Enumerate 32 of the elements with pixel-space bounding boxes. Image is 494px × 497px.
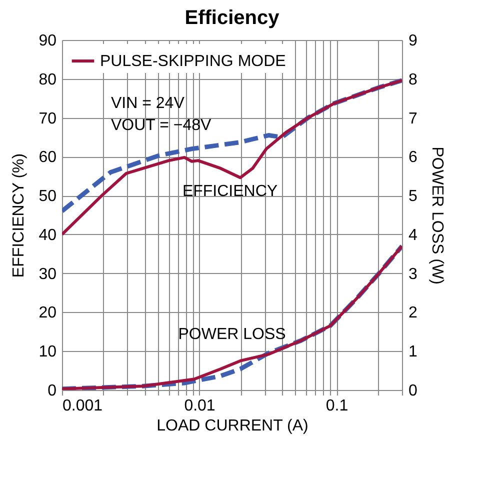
y-tick-label: 0 xyxy=(48,382,57,400)
y2-tick-label: 5 xyxy=(408,188,418,206)
y2-tick-label: 3 xyxy=(408,266,418,283)
y-tick-label: 80 xyxy=(38,71,57,88)
y-tick-label: 20 xyxy=(38,304,57,322)
legend-label: PULSE-SKIPPING MODE xyxy=(100,53,286,70)
y-tick-label: 50 xyxy=(38,188,57,206)
y-tick-label: 30 xyxy=(38,266,57,283)
x-tick-label: 0.01 xyxy=(184,398,216,414)
y-tick-label: 10 xyxy=(38,344,57,361)
y-tick-label: 60 xyxy=(38,149,57,166)
annotation: EFFICIENCY xyxy=(182,183,278,200)
y-tick-label: 90 xyxy=(38,32,57,50)
y2-tick-label: 2 xyxy=(408,304,418,322)
y2-tick-label: 0 xyxy=(408,382,418,400)
y-axis-title: EFFICIENCY (%) xyxy=(10,153,28,278)
y-tick-label: 70 xyxy=(38,110,57,128)
annotation: VOUT = −48V xyxy=(111,117,212,134)
y2-tick-label: 7 xyxy=(408,110,418,128)
y-tick-label: 40 xyxy=(38,226,57,244)
x-tick-label: 0.001 xyxy=(62,398,103,414)
chart-title: Efficiency xyxy=(184,7,280,29)
y2-tick-label: 4 xyxy=(408,226,418,244)
annotation: POWER LOSS xyxy=(178,326,286,343)
y2-tick-label: 1 xyxy=(408,344,418,361)
y2-tick-label: 8 xyxy=(408,71,418,88)
y2-tick-label: 6 xyxy=(408,149,418,166)
x-tick-label: 0.1 xyxy=(326,398,348,414)
y2-axis-title: POWER LOSS (W) xyxy=(428,146,446,284)
annotation: VIN = 24V xyxy=(111,95,185,112)
x-axis-title: LOAD CURRENT (A) xyxy=(156,418,308,434)
y2-tick-label: 9 xyxy=(408,32,418,50)
